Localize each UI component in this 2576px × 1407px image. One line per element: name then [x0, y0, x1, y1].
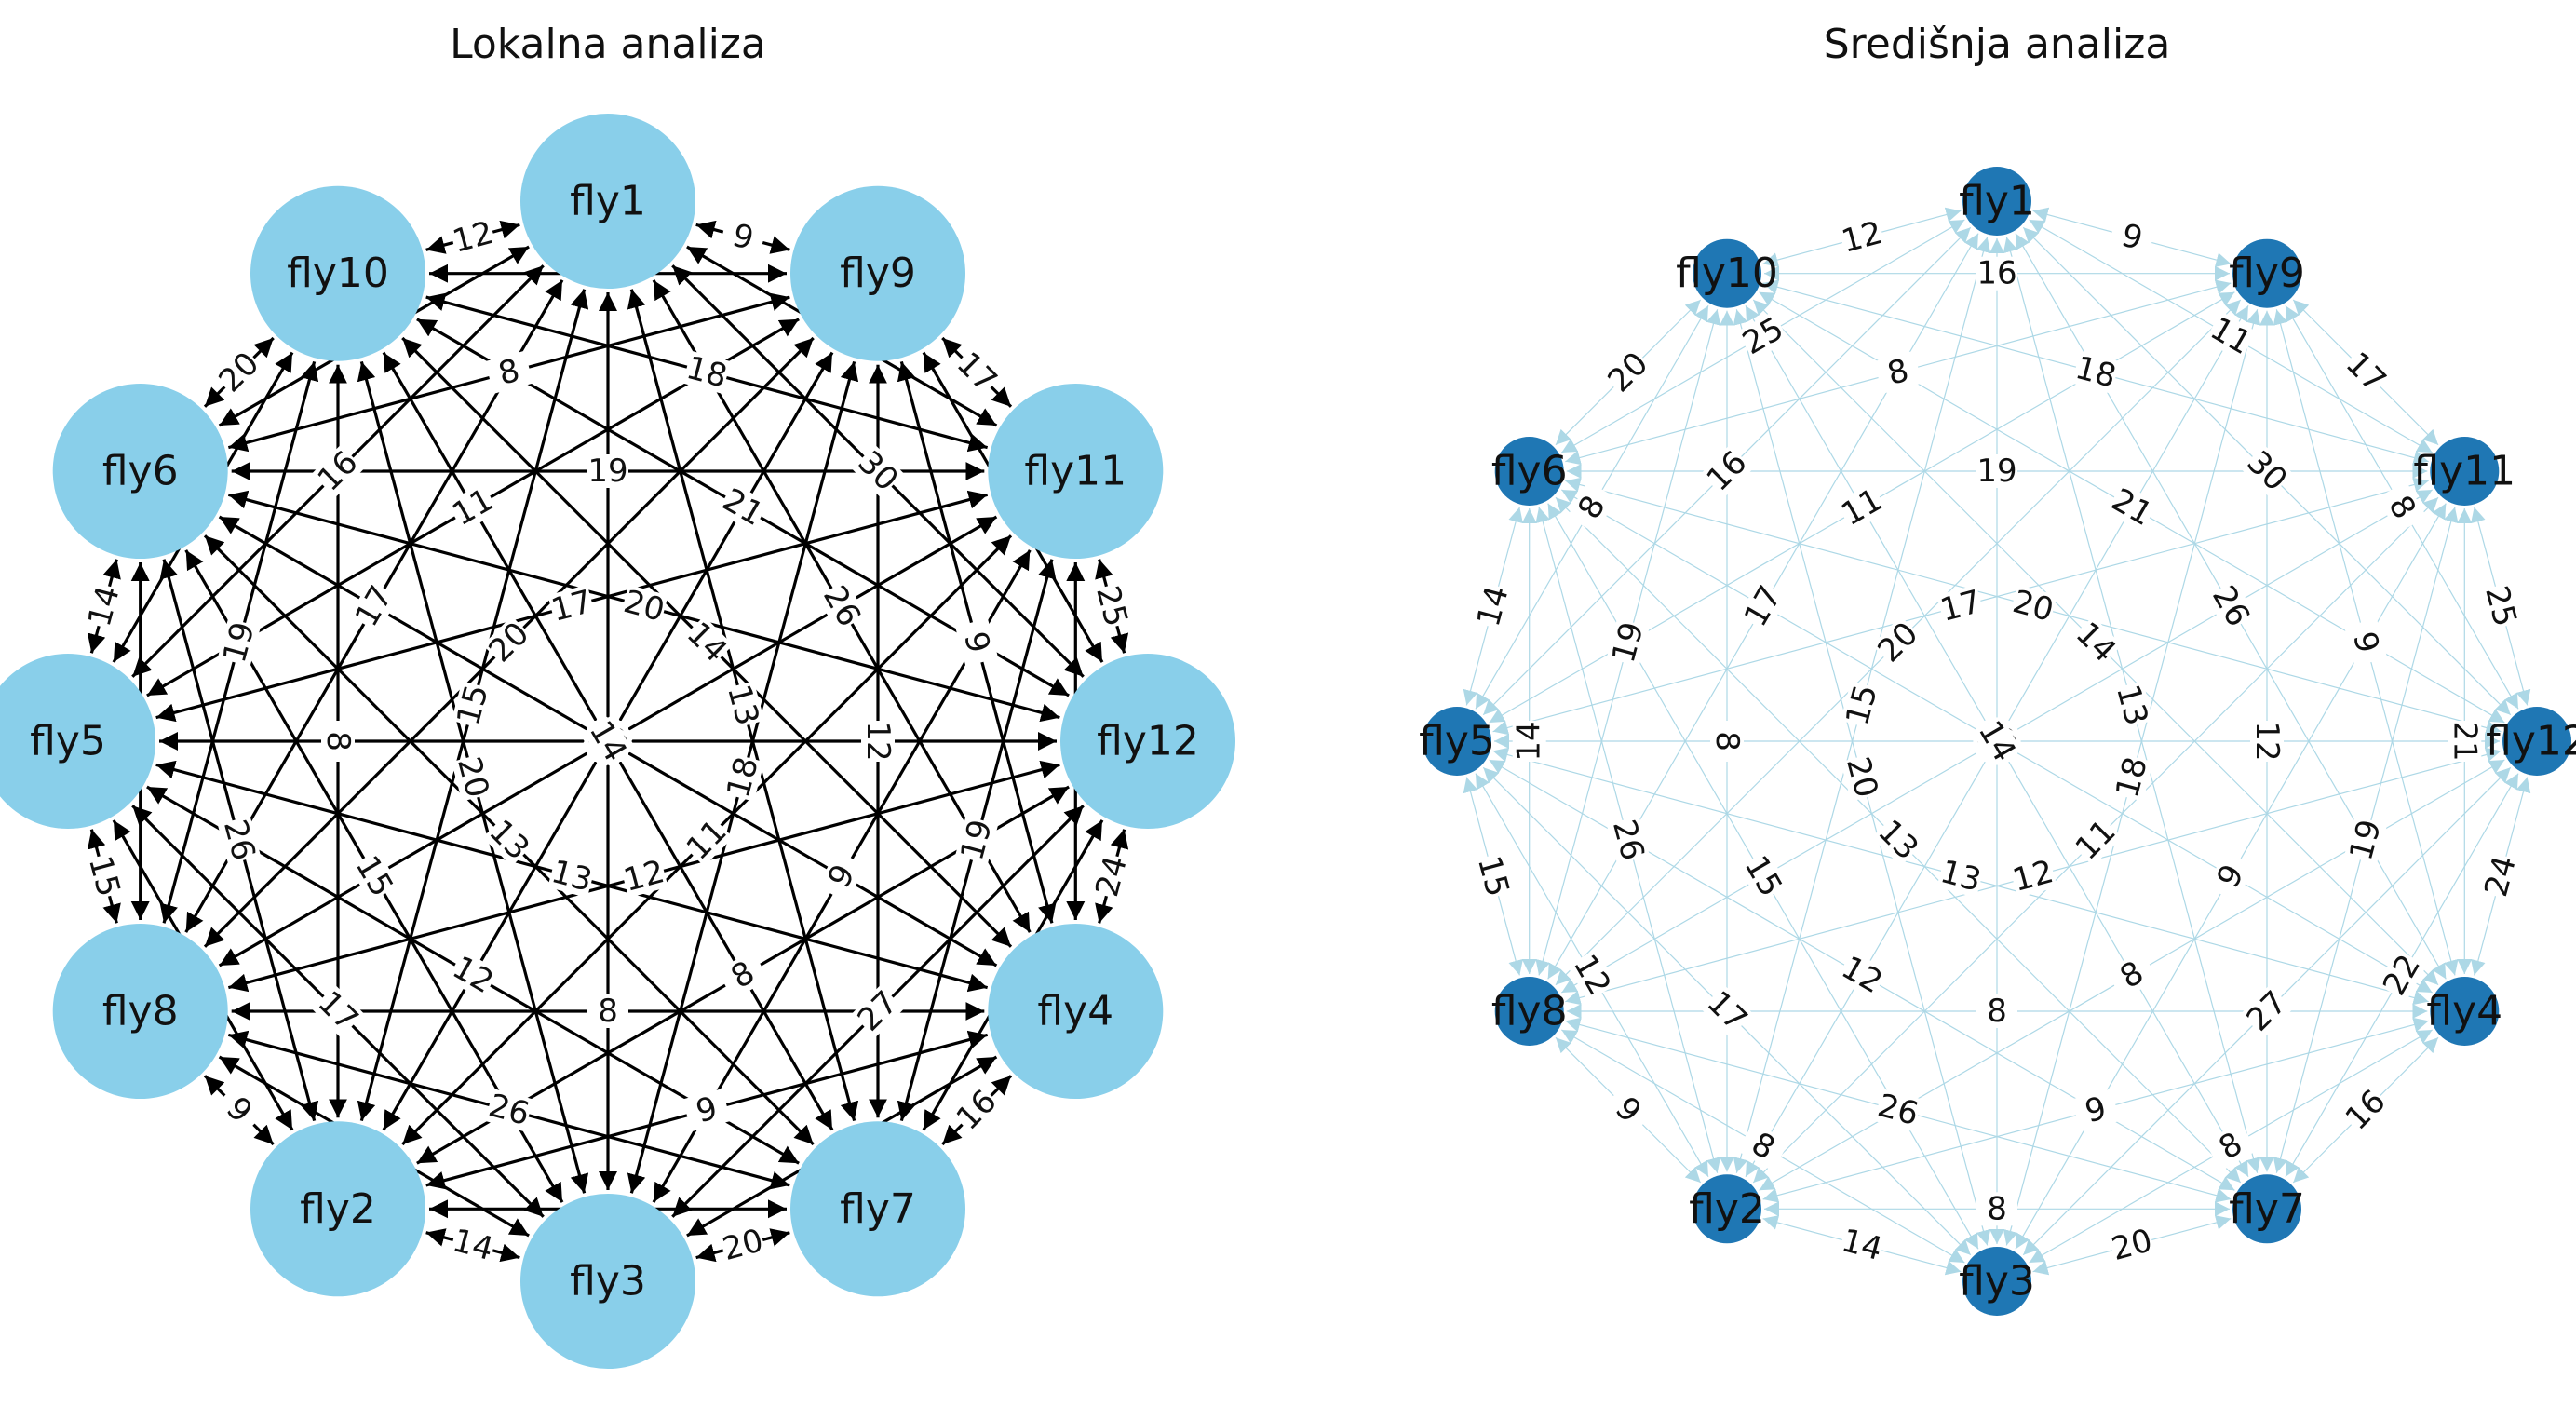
node-fly2 [250, 1121, 425, 1297]
edge-weight-label: 14 [1838, 1222, 1886, 1268]
node-fly7 [790, 1121, 965, 1297]
edge-weight-label: 20 [2009, 583, 2057, 629]
node-fly9 [790, 185, 965, 361]
node-fly6 [1494, 437, 1564, 506]
edge-weight-label: 17 [1936, 583, 1985, 629]
edge-weight-label: 24 [2477, 852, 2524, 900]
node-fly1 [520, 114, 695, 289]
node-fly8 [1494, 977, 1564, 1046]
node-fly6 [52, 384, 228, 559]
node-fly4 [2430, 977, 2500, 1046]
node-fly10 [1693, 238, 1761, 308]
node-label-fly9: fly9 [840, 250, 916, 297]
edge-weight-label: 26 [1874, 1087, 1922, 1133]
node-label-fly12: fly12 [1097, 718, 1199, 765]
node-label-fly5: fly5 [1419, 718, 1495, 765]
node-fly12 [1060, 654, 1235, 829]
node-fly12 [2502, 707, 2571, 776]
node-label-fly12: fly12 [2486, 718, 2576, 765]
node-label-fly6: fly6 [102, 448, 179, 495]
edge-weight-label: 25 [1736, 310, 1789, 362]
edge-weight-label: 15 [1470, 852, 1517, 900]
edge-weight-label: 26 [2205, 579, 2257, 632]
node-fly2 [1693, 1174, 1761, 1244]
edge-weight-label: 18 [2071, 349, 2120, 396]
node-fly11 [988, 384, 1164, 559]
node-fly3 [1962, 1247, 2031, 1316]
edge-weight-label: 19 [1605, 618, 1652, 667]
edge-weight-label: 8 [1987, 993, 2007, 1030]
node-fly11 [2430, 437, 2500, 506]
node-label-fly3: fly3 [570, 1258, 646, 1306]
node-fly7 [2232, 1174, 2301, 1244]
edge-weight-label: 17 [1737, 579, 1789, 632]
node-fly9 [2232, 238, 2301, 308]
edge-weight-label: 25 [2477, 582, 2524, 630]
node-label-fly9: fly9 [2229, 250, 2305, 297]
node-fly3 [520, 1194, 695, 1369]
edge-weight-label: 12 [1835, 949, 1888, 1001]
node-label-fly4: fly4 [1037, 988, 1113, 1035]
edge-weight-label: 19 [1976, 453, 2016, 490]
edge-weight-label: 8 [1708, 731, 1746, 751]
node-label-fly7: fly7 [840, 1185, 916, 1233]
edge-weight-label: 8 [598, 993, 618, 1030]
edge-weight-label: 8 [319, 731, 357, 751]
node-label-fly3: fly3 [1959, 1258, 2035, 1306]
node-fly10 [250, 185, 425, 361]
edge-weight-label: 21 [2446, 721, 2483, 761]
edge-weight-label: 22 [2376, 948, 2428, 1001]
edge-weight-label: 12 [1838, 214, 1886, 261]
node-label-fly6: fly6 [1491, 448, 1568, 495]
edge-weight-label: 19 [587, 453, 627, 490]
edge-weight-label: 13 [2109, 681, 2155, 729]
node-fly1 [1962, 167, 2031, 236]
edge-weight-label: 20 [1839, 753, 1885, 802]
node-label-fly8: fly8 [1491, 988, 1568, 1035]
edge-weight-label: 15 [1839, 681, 1885, 729]
node-label-fly2: fly2 [1689, 1185, 1765, 1233]
node-label-fly7: fly7 [2229, 1185, 2305, 1233]
node-label-fly1: fly1 [570, 178, 646, 225]
edge-weight-label: 26 [1605, 816, 1652, 864]
edge-weight-label: 21 [2105, 481, 2158, 534]
node-fly5 [0, 654, 155, 829]
node-label-fly4: fly4 [2426, 988, 2502, 1035]
node-label-fly11: fly11 [2413, 448, 2515, 495]
edge-weight-label: 13 [1936, 853, 1985, 900]
edge-weight-label: 19 [2342, 816, 2389, 864]
node-label-fly10: fly10 [287, 250, 389, 297]
edge-weight-label: 12 [2009, 853, 2057, 900]
right-panel-title: Središnja analiza [1823, 20, 2171, 68]
edge-weight-label: 20 [2108, 1222, 2156, 1268]
edge-weight-label: 12 [2248, 721, 2286, 761]
node-fly4 [988, 924, 1164, 1099]
edge-weight-label: 18 [2109, 753, 2155, 802]
left-panel-title: Lokalna analiza [450, 20, 766, 68]
node-label-fly5: fly5 [30, 718, 106, 765]
node-label-fly1: fly1 [1959, 178, 2035, 225]
edge-weight-label: 11 [1835, 481, 1888, 534]
edge-weight-label: 8 [1987, 1190, 2007, 1227]
edge-weight-label: 12 [859, 721, 897, 761]
node-fly5 [1423, 707, 1491, 776]
edge-weight-label: 14 [1470, 582, 1517, 630]
edge-weight-label: 16 [1976, 255, 2016, 292]
node-label-fly10: fly10 [1676, 250, 1778, 297]
edge-weight-label: 12 [1566, 948, 1618, 1001]
edge-weight-label: 14 [1511, 721, 1548, 761]
edge-weight-label: 15 [1737, 849, 1789, 902]
node-fly8 [52, 924, 228, 1099]
node-label-fly8: fly8 [102, 988, 179, 1035]
node-label-fly2: fly2 [300, 1185, 376, 1233]
edge-weight-label: 11 [2204, 310, 2257, 362]
node-label-fly11: fly11 [1024, 448, 1126, 495]
